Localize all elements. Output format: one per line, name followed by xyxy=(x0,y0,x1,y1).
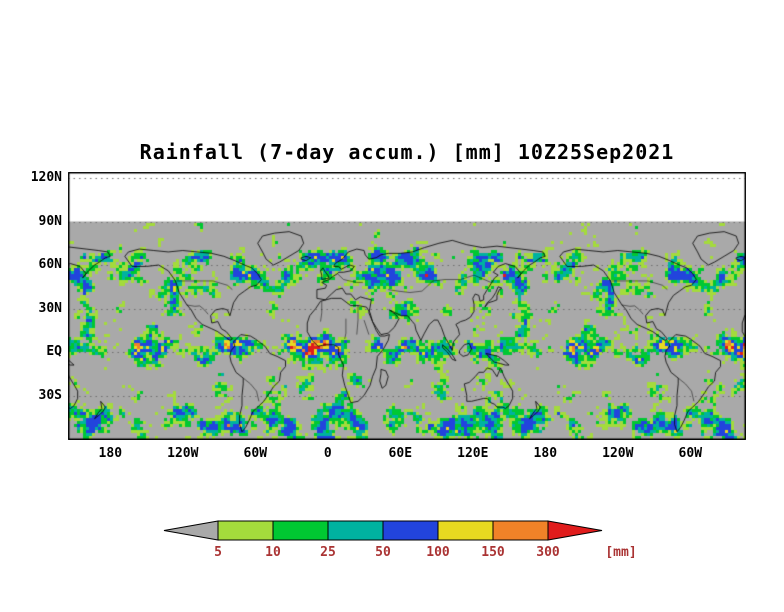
legend-bin xyxy=(492,520,549,541)
legend-tick-label: 300 xyxy=(536,545,560,560)
lon-tick-label: 180 xyxy=(533,446,558,461)
lon-tick-label: 0 xyxy=(323,446,332,461)
lon-tick-label: 60W xyxy=(243,446,268,461)
lon-tick-label: 120E xyxy=(457,446,489,461)
lon-tick-label: 60E xyxy=(388,446,413,461)
lon-tick-label: 120W xyxy=(167,446,199,461)
legend-bin xyxy=(437,520,494,541)
lat-tick-label: 120N xyxy=(30,170,62,185)
legend-tick-label: 100 xyxy=(426,545,450,560)
legend-tick-label: 5 xyxy=(214,545,222,560)
legend-tick-label: 25 xyxy=(320,545,336,560)
legend-tick-label: 50 xyxy=(375,545,391,560)
lat-tick-label: 30S xyxy=(38,387,62,403)
legend-bin xyxy=(327,520,384,541)
lat-tick-label: 60N xyxy=(38,257,62,272)
legend-below-min-arrow xyxy=(163,520,219,541)
chart-title: Rainfall (7-day accum.) [mm] 10Z25Sep202… xyxy=(139,140,675,164)
lon-tick-label: 180 xyxy=(98,446,123,461)
lon-tick-label: 120W xyxy=(602,446,634,461)
rainfall-colorbar xyxy=(163,520,603,541)
legend-above-max-arrow xyxy=(547,520,603,541)
lat-tick-label: 30N xyxy=(38,300,62,316)
legend-bin xyxy=(272,520,329,541)
lat-tick-label: EQ xyxy=(46,344,62,359)
legend-tick-label: 150 xyxy=(481,545,505,560)
lat-tick-label: 90N xyxy=(38,213,62,229)
legend-units-label: [mm] xyxy=(605,545,637,560)
legend-bin xyxy=(217,520,274,541)
legend-bin xyxy=(382,520,439,541)
legend-tick-label: 10 xyxy=(265,545,281,560)
lon-tick-label: 60W xyxy=(678,446,703,461)
world-rainfall-map xyxy=(68,172,746,440)
